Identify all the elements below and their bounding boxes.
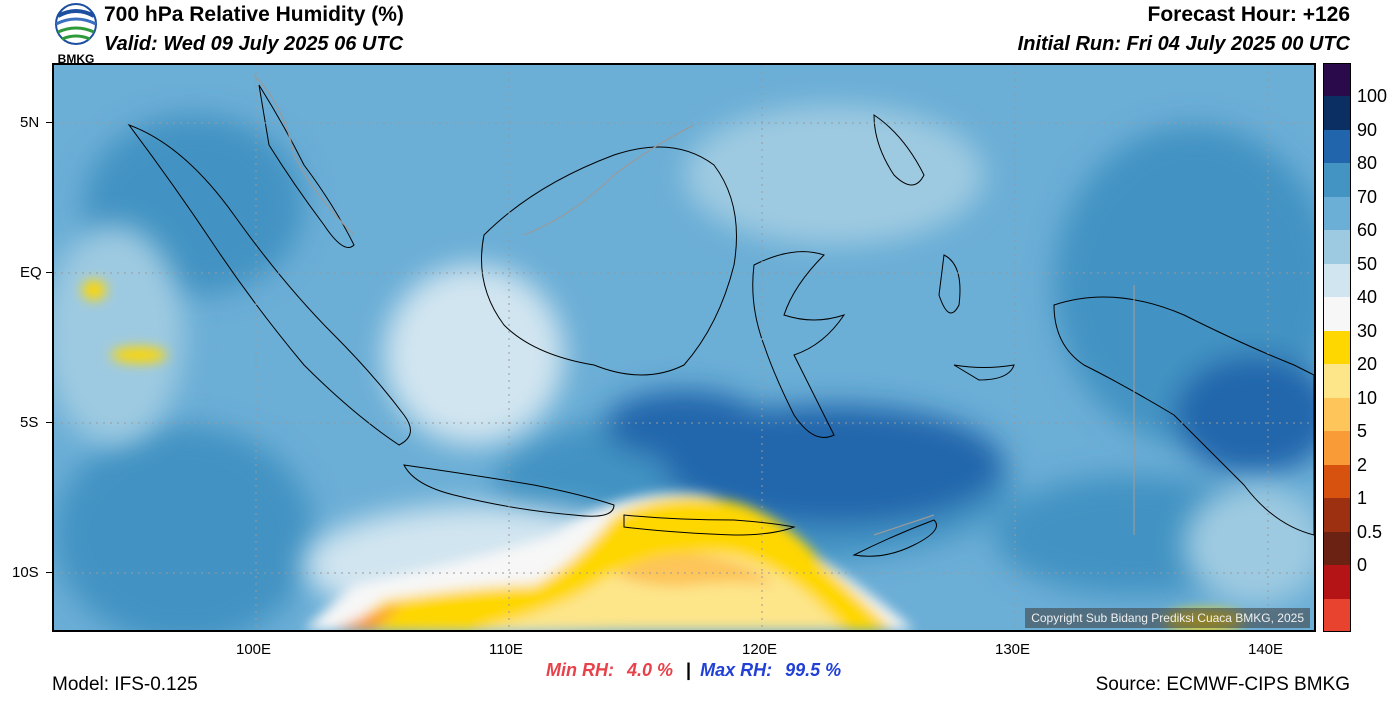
coastlines <box>127 84 1314 557</box>
colorbar-segment <box>1323 263 1351 298</box>
colorbar-segment <box>1323 63 1351 97</box>
initial-run: Initial Run: Fri 04 July 2025 00 UTC <box>1017 33 1350 55</box>
lat-label-10s: 10S <box>12 564 39 581</box>
lon-label-100e: 100E <box>236 641 272 658</box>
colorbar-segment <box>1323 96 1351 131</box>
colorbar-segment <box>1323 531 1351 566</box>
lat-label-5n: 5N <box>20 114 40 131</box>
colorbar-label: 90 <box>1357 119 1378 140</box>
colorbar-border <box>1323 63 1351 632</box>
colorbar-label: 50 <box>1357 253 1378 274</box>
colorbar-label: 1 <box>1357 488 1368 509</box>
colorbar-label: 30 <box>1357 320 1378 341</box>
colorbar-label: 70 <box>1357 186 1378 207</box>
colorbar-segment <box>1323 364 1351 399</box>
borders <box>253 74 1135 536</box>
colorbar-segment <box>1323 163 1351 198</box>
lon-label-140e: 140E <box>1248 641 1284 658</box>
colorbar-label: 80 <box>1357 153 1378 174</box>
min-rh-value: 4.0 % <box>627 660 674 680</box>
colorbar-segment <box>1323 297 1351 332</box>
max-rh-value: 99.5 % <box>785 660 842 680</box>
max-rh-label: Max RH: <box>700 660 773 680</box>
forecast-hour: Forecast Hour: +126 <box>1147 3 1351 26</box>
colorbar-segment <box>1323 598 1351 633</box>
bmkg-logo-icon <box>55 3 97 45</box>
colorbar-segment <box>1323 464 1351 499</box>
chart-title: 700 hPa Relative Humidity (%) <box>104 3 404 26</box>
lon-label-130e: 130E <box>995 641 1031 658</box>
humidity-map: Copyright Sub Bidang Prediksi Cuaca BMKG… <box>52 63 1316 632</box>
gridlines <box>54 65 1314 630</box>
humidity-map-field <box>54 65 1314 630</box>
colorbar-label: 20 <box>1357 354 1378 375</box>
colorbar-segment <box>1323 431 1351 466</box>
lon-label-120e: 120E <box>742 641 778 658</box>
lat-label-eq: EQ <box>20 264 42 281</box>
rh-stats: Min RH: 4.0 % | Max RH: 99.5 % <box>546 660 841 681</box>
min-rh-label: Min RH: <box>546 660 614 680</box>
source-label: Source: ECMWF-CIPS BMKG <box>1095 674 1350 695</box>
colorbar-label: 60 <box>1357 220 1378 241</box>
colorbar-label: 0.5 <box>1357 521 1383 542</box>
colorbar-labels: 100 90 80 70 60 50 40 30 20 10 5 2 1 0.5 0 <box>1357 63 1400 632</box>
colorbar <box>1323 63 1351 633</box>
colorbar-segment <box>1323 498 1351 533</box>
colorbar-segment <box>1323 397 1351 432</box>
colorbar-segment <box>1323 129 1351 164</box>
colorbar-segment <box>1323 565 1351 600</box>
lat-label-5s: 5S <box>20 414 39 431</box>
bmkg-logo: BMKG <box>52 2 100 65</box>
colorbar-segment <box>1323 230 1351 265</box>
colorbar-segment <box>1323 196 1351 231</box>
colorbar-segment <box>1323 330 1351 365</box>
colorbar-label: 5 <box>1357 421 1368 442</box>
model-label: Model: IFS-0.125 <box>52 674 198 695</box>
lon-label-110e: 110E <box>489 641 523 658</box>
stats-separator: | <box>686 660 692 680</box>
copyright-notice: Copyright Sub Bidang Prediksi Cuaca BMKG… <box>1025 608 1310 628</box>
colorbar-label: 100 <box>1357 86 1388 107</box>
valid-time: Valid: Wed 09 July 2025 06 UTC <box>104 33 404 55</box>
logo-text: BMKG <box>57 52 95 66</box>
colorbar-label: 10 <box>1357 387 1378 408</box>
colorbar-label: 0 <box>1357 555 1368 576</box>
colorbar-label: 40 <box>1357 287 1378 308</box>
colorbar-label: 2 <box>1357 454 1368 475</box>
